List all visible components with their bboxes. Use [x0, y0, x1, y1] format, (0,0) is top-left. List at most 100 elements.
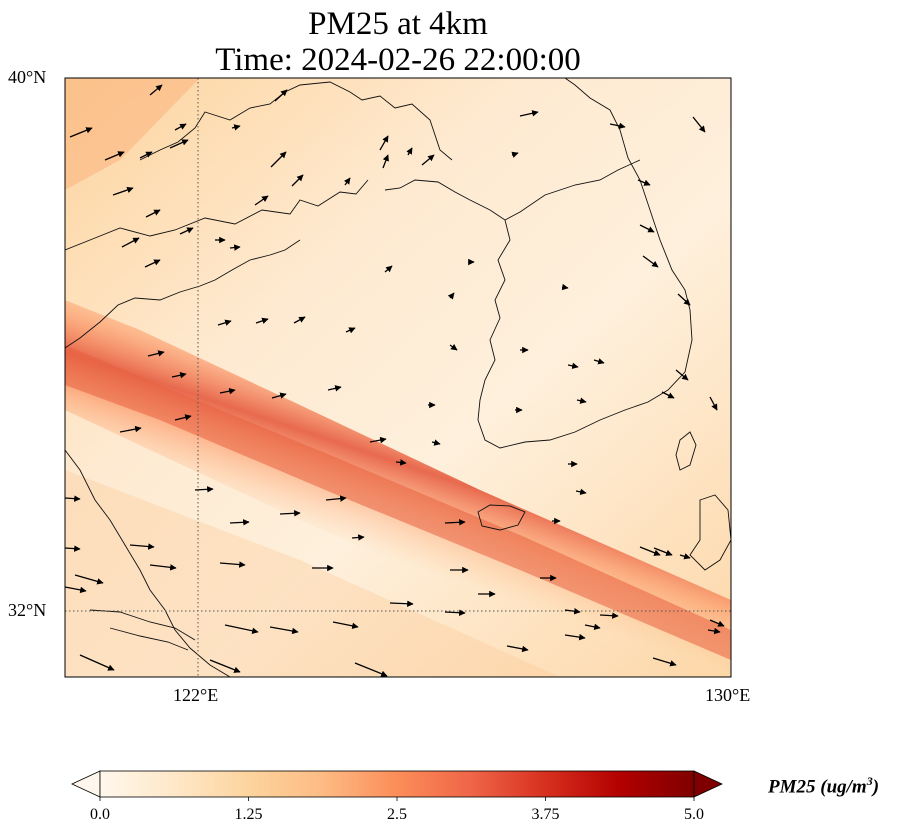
wind-arrow: [79, 654, 115, 671]
wind-arrow: [129, 543, 155, 550]
wind-arrow: [74, 574, 104, 585]
wind-arrow: [229, 519, 250, 526]
wind-arrow: [270, 151, 287, 168]
wind-arrow: [609, 122, 626, 130]
wind-arrow: [584, 623, 601, 631]
wind-arrow: [343, 177, 351, 186]
wind-vectors: [65, 84, 725, 677]
wind-arrow: [345, 327, 356, 334]
wind-arrow: [351, 534, 365, 541]
wind-arrow: [593, 358, 605, 365]
wind-arrow: [194, 486, 214, 493]
colorbar-tick: 0.0: [90, 806, 110, 823]
wind-arrow: [145, 209, 161, 218]
wind-arrow: [564, 633, 586, 641]
wind-arrow: [144, 259, 161, 268]
wind-arrow: [575, 488, 587, 496]
wind-arrow: [219, 561, 246, 568]
wind-arrow: [637, 179, 651, 186]
wind-arrow: [444, 519, 466, 526]
wind-arrow: [389, 600, 414, 607]
wind-arrow: [369, 436, 387, 444]
coastlines: [65, 78, 731, 677]
wind-arrow: [174, 123, 187, 131]
wind-arrow: [325, 495, 347, 502]
wind-arrow: [269, 626, 299, 635]
wind-arrow: [219, 387, 236, 395]
wind-arrow: [112, 186, 134, 196]
wind-arrow: [677, 293, 691, 306]
wind-arrow: [447, 292, 455, 300]
wind-arrow: [599, 612, 619, 619]
wind-arrow: [119, 425, 142, 433]
wind-arrow: [121, 237, 140, 248]
wind-arrow: [692, 116, 706, 133]
wind-arrow: [379, 135, 389, 151]
wind-arrow: [431, 439, 441, 446]
wind-arrow: [642, 255, 659, 268]
wind-arrow: [567, 362, 579, 370]
wind-arrow: [406, 147, 413, 156]
wind-arrow: [65, 545, 81, 552]
colorbar-tick: 1.25: [234, 806, 263, 823]
wind-arrow: [564, 608, 581, 615]
wind-arrow: [169, 139, 189, 149]
wind-arrow: [171, 372, 187, 379]
wind-arrow: [149, 84, 163, 96]
map-frame: [64, 77, 732, 678]
lon-label-130: 130°E: [705, 685, 751, 705]
map-subtitle: Time: 2024-02-26 22:00:00: [215, 42, 581, 78]
wind-arrow: [229, 244, 241, 251]
wind-arrow: [506, 645, 529, 653]
wind-arrow: [661, 391, 675, 399]
wind-arrow: [675, 369, 689, 381]
wind-arrow: [707, 627, 721, 635]
wind-arrow: [653, 547, 673, 556]
gridlines: [65, 78, 731, 677]
wind-arrow: [639, 224, 655, 233]
wind-arrow: [421, 154, 435, 166]
wind-arrow: [274, 89, 288, 102]
wind-arrow: [254, 195, 269, 206]
colorbar-title: PM25 (ug/m3): [768, 774, 880, 798]
wind-arrow: [519, 110, 539, 117]
wind-arrow: [576, 397, 587, 404]
map-panel: [65, 78, 731, 677]
wind-arrow: [639, 546, 661, 556]
wind-arrow: [139, 151, 153, 159]
wind-arrow: [179, 227, 194, 235]
wind-arrow: [709, 619, 725, 627]
map-title: PM25 at 4km: [308, 6, 488, 42]
wind-arrow: [147, 350, 165, 357]
wind-arrow: [104, 151, 125, 161]
lat-label-40: 40°N: [8, 67, 47, 87]
colorbar: [71, 770, 723, 801]
wind-arrow: [652, 657, 677, 667]
wind-arrow: [149, 564, 177, 571]
wind-arrow: [65, 495, 81, 502]
wind-arrow: [271, 392, 287, 399]
lon-label-122: 122°E: [173, 685, 219, 705]
wind-arrow: [174, 414, 192, 421]
wind-arrow: [69, 127, 93, 138]
wind-arrow: [382, 154, 389, 169]
wind-arrow: [709, 396, 718, 411]
colorbar-tick: 2.5: [387, 806, 407, 823]
wind-arrow: [449, 343, 458, 351]
wind-arrow: [279, 510, 301, 517]
wind-arrow: [327, 385, 342, 392]
colorbar-tick: 3.75: [531, 806, 560, 823]
lat-label-32: 32°N: [8, 600, 47, 620]
wind-arrow: [293, 316, 306, 324]
wind-arrow: [395, 459, 407, 466]
wind-arrow: [231, 124, 241, 131]
wind-arrow: [217, 319, 232, 326]
wind-arrow: [255, 317, 269, 324]
wind-arrow: [561, 283, 569, 291]
wind-arrow: [291, 174, 304, 187]
colorbar-tick: 5.0: [684, 806, 704, 823]
wind-arrow: [224, 624, 259, 634]
wind-arrow: [65, 586, 87, 594]
wind-arrow: [354, 662, 388, 677]
